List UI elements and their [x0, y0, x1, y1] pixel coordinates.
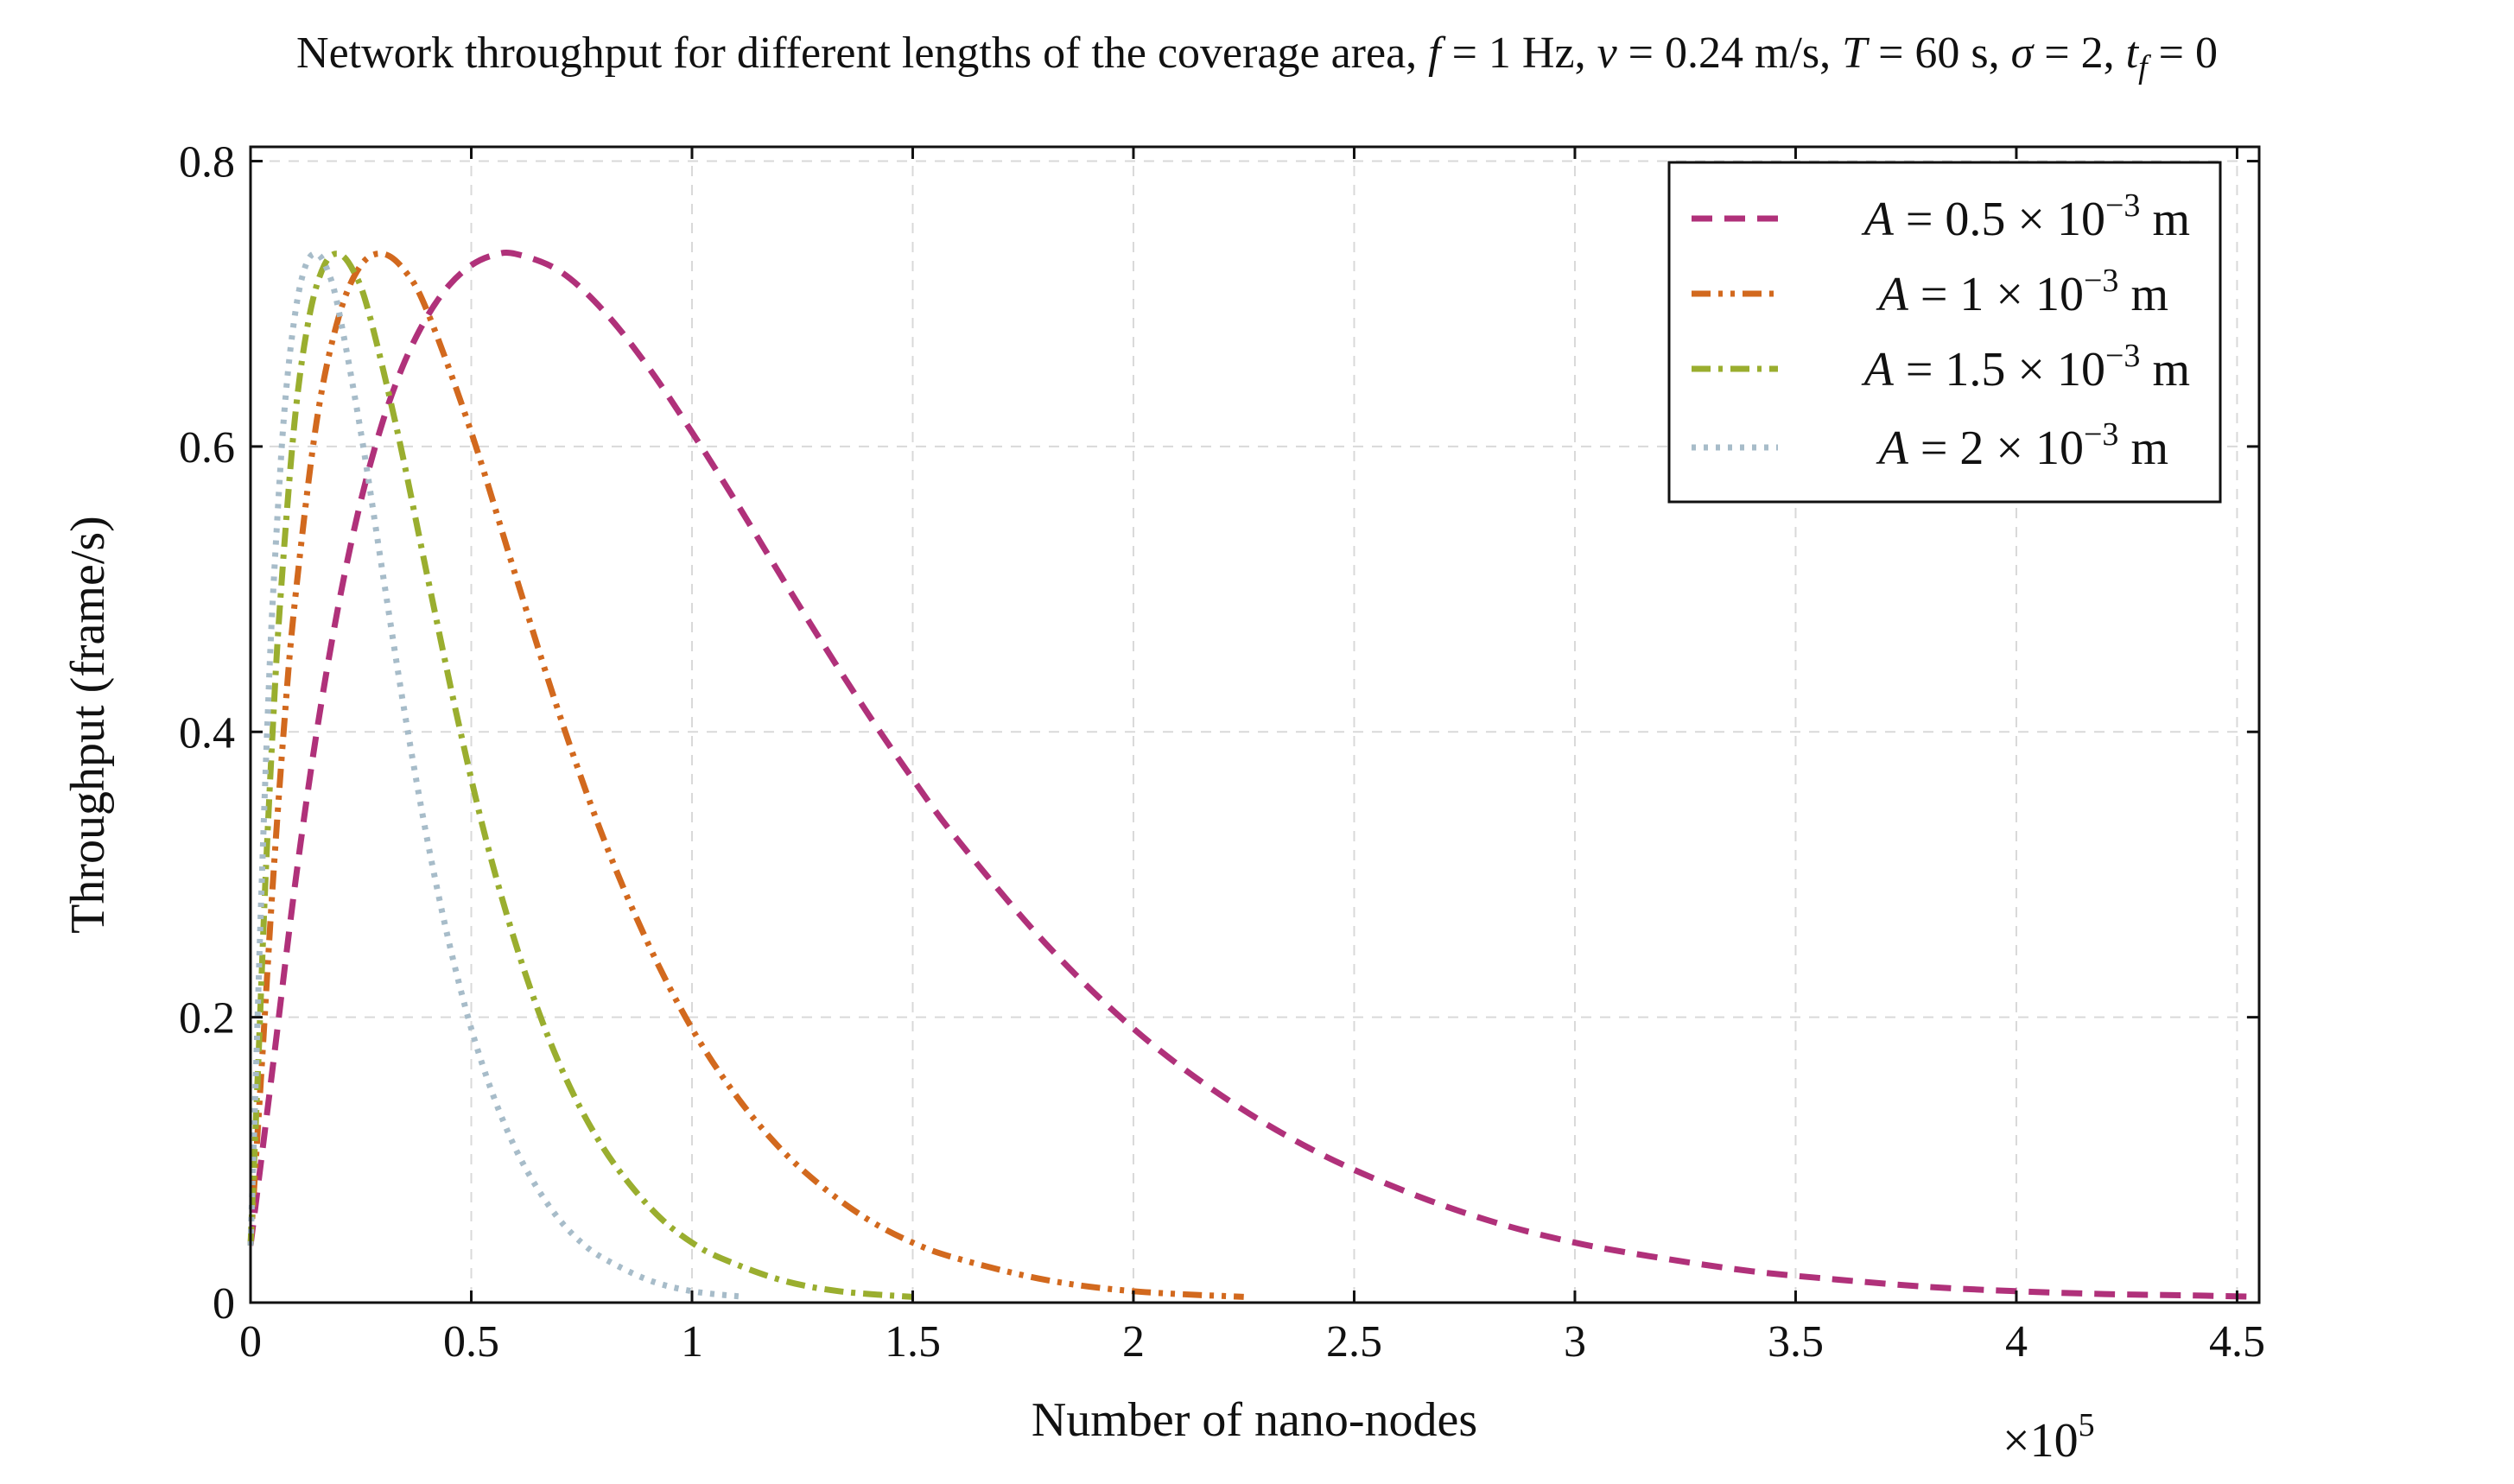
- series-line-1: [247, 251, 1244, 1300]
- chart-title: Network throughput for different lengths…: [296, 29, 2218, 86]
- curves: [247, 250, 2260, 1300]
- legend: A = 0.5 × 10−3 m A = 1 × 10−3 m A = 1.5 …: [1667, 161, 2222, 504]
- x-scale-multiplier: ×105: [2003, 1407, 2095, 1468]
- x-tick-label: 0.5: [443, 1317, 499, 1367]
- series-line-2: [247, 251, 913, 1300]
- legend-label-a-0-5: A = 0.5 × 10−3 m: [1861, 187, 2190, 246]
- x-tick-label: 2: [1122, 1317, 1145, 1367]
- series-line-0: [247, 250, 2260, 1300]
- legend-label-a-1-5: A = 1.5 × 10−3 m: [1861, 338, 2190, 396]
- x-tick-label: 3.5: [1768, 1317, 1824, 1367]
- x-tick-label: 1.5: [885, 1317, 941, 1367]
- x-tick-label: 3: [1564, 1317, 1586, 1367]
- x-axis-label: Number of nano-nodes: [1032, 1393, 1477, 1447]
- series-line-3: [247, 251, 746, 1300]
- y-axis-label: Throughput (frame/s): [61, 516, 115, 934]
- legend-label-a-1: A = 1 × 10−3 m: [1876, 263, 2168, 321]
- y-tick-label: 0.2: [179, 994, 235, 1043]
- x-tick-label: 1: [681, 1317, 703, 1367]
- x-tick-label: 2.5: [1326, 1317, 1382, 1367]
- y-tick-label: 0.4: [179, 708, 235, 758]
- y-tick-label: 0: [213, 1279, 235, 1329]
- ticks: 0 0.5 1 1.5 2 2.5 3 3.5 4 4.5 0 0.2 0.4 0.6 0.8: [179, 138, 2265, 1367]
- y-tick-label: 0.6: [179, 423, 235, 472]
- legend-label-a-2: A = 2 × 10−3 m: [1876, 416, 2168, 475]
- plot-area-frame: [249, 145, 2261, 1304]
- y-tick-label: 0.8: [179, 138, 235, 187]
- x-tick-label: 4.5: [2209, 1317, 2265, 1367]
- x-tick-label: 0: [239, 1317, 262, 1367]
- x-tick-label: 4: [2005, 1317, 2028, 1367]
